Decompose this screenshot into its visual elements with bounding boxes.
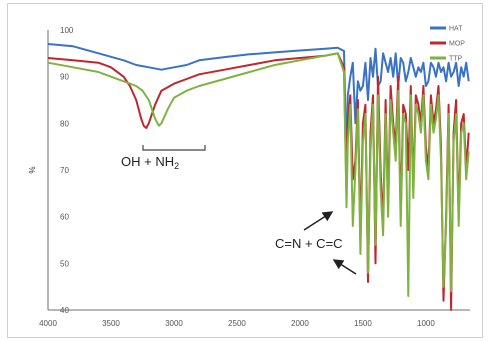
series-line-mop: [47, 52, 470, 311]
x-tick-labels: 4000 3500 3000 2500 2000 1500 1000: [39, 319, 435, 328]
figure-frame: [7, 3, 483, 338]
legend-label-hat: HAT: [449, 26, 463, 33]
x-tick-label: 3000: [165, 319, 183, 328]
oh-nh-bracket: [142, 145, 206, 151]
x-tick-label: 2500: [228, 319, 246, 328]
c-n-c-c-annotation: C=N + C=C: [275, 236, 343, 251]
y-axis-label: %: [28, 166, 37, 173]
series-lines: [47, 43, 470, 311]
annotations: OH + NH2 C=N + C=C: [121, 145, 357, 275]
x-tick-label: 1000: [417, 319, 435, 328]
oh-nh-annotation: OH + NH2: [121, 154, 179, 171]
c-n-annotation-arrow-upper: [303, 211, 334, 231]
y-tick-label: 80: [60, 119, 69, 128]
series-line-ttp: [47, 52, 470, 297]
y-tick-label: 50: [60, 259, 69, 268]
y-tick-label: 40: [60, 306, 69, 315]
x-tick-label: 2000: [291, 319, 309, 328]
y-tick-label: 100: [60, 26, 74, 35]
legend-label-mop: MOP: [449, 41, 465, 48]
y-tick-label: 90: [60, 73, 69, 82]
c-n-annotation-arrow-lower: [332, 259, 357, 275]
oh-nh-annotation-subscript: 2: [174, 161, 179, 171]
oh-nh-annotation-main: OH + NH: [121, 154, 174, 169]
series-line-hat: [47, 43, 470, 162]
legend: HAT MOP TTP: [430, 26, 465, 63]
y-tick-label: 70: [60, 166, 69, 175]
x-tick-label: 3500: [102, 319, 120, 328]
x-tick-label: 4000: [39, 319, 57, 328]
y-tick-labels: 40 50 60 70 80 90 100: [60, 26, 74, 315]
y-tick-label: 60: [60, 213, 69, 222]
legend-label-ttp: TTP: [449, 56, 463, 63]
axes: [47, 30, 470, 311]
x-tick-label: 1500: [354, 319, 372, 328]
